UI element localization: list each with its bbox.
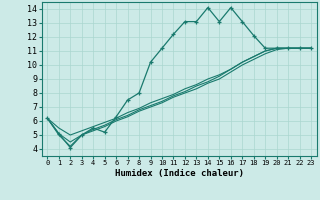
X-axis label: Humidex (Indice chaleur): Humidex (Indice chaleur)	[115, 169, 244, 178]
